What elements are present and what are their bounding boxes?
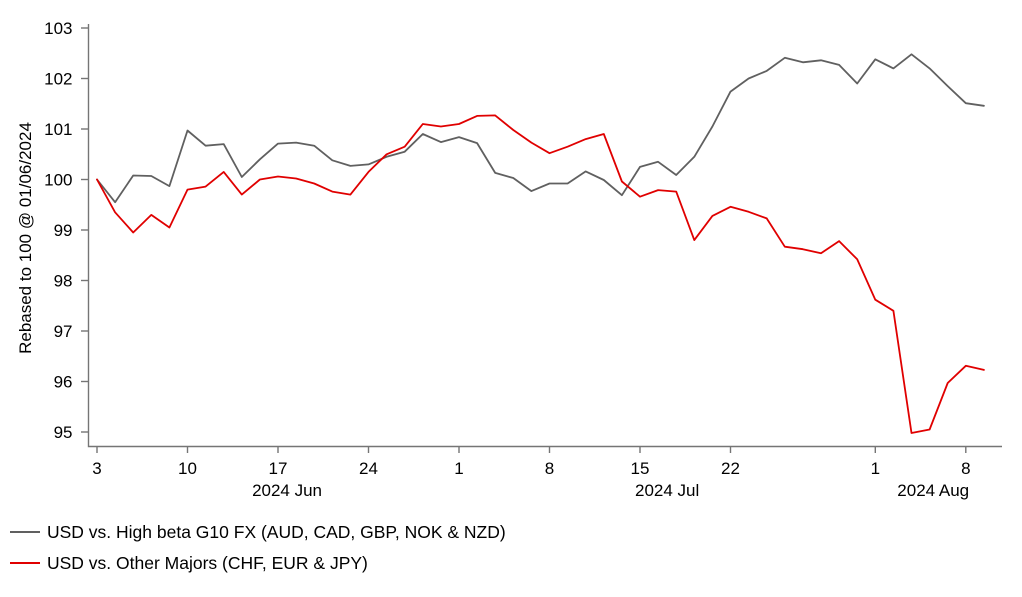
y-axis-tick-label: 101 xyxy=(44,120,72,139)
x-axis-month-label: 2024 Jul xyxy=(635,481,699,500)
x-axis-tick-label: 8 xyxy=(961,459,970,478)
axis-lines xyxy=(87,24,1002,448)
legend-item-high-beta-g10: USD vs. High beta G10 FX (AUD, CAD, GBP,… xyxy=(10,520,506,544)
y-axis-title: Rebased to 100 @ 01/06/2024 xyxy=(16,122,35,354)
x-axis-tick-label: 17 xyxy=(269,459,288,478)
legend-item-other-majors: USD vs. Other Majors (CHF, EUR & JPY) xyxy=(10,551,506,575)
x-axis-month-label: 2024 Jun xyxy=(252,481,322,500)
x-axis-tick-label: 8 xyxy=(545,459,554,478)
legend-label-other-majors: USD vs. Other Majors (CHF, EUR & JPY) xyxy=(47,552,368,573)
y-axis-tick-label: 96 xyxy=(54,373,73,392)
x-axis-month-label: 2024 Aug xyxy=(897,481,969,500)
x-axis-tick-label: 3 xyxy=(92,459,101,478)
y-axis-tick-label: 95 xyxy=(54,423,73,442)
x-axis-tick-label: 22 xyxy=(721,459,740,478)
legend-swatch-high-beta-g10 xyxy=(10,531,40,533)
y-axis-tick-label: 100 xyxy=(44,171,72,190)
legend: USD vs. High beta G10 FX (AUD, CAD, GBP,… xyxy=(10,520,506,575)
x-axis-tick-label: 10 xyxy=(178,459,197,478)
x-axis-tick-label: 1 xyxy=(871,459,880,478)
legend-swatch-other-majors xyxy=(10,562,40,564)
legend-label-high-beta-g10: USD vs. High beta G10 FX (AUD, CAD, GBP,… xyxy=(47,521,506,542)
y-axis-tick-label: 103 xyxy=(44,19,72,38)
x-axis-tick-label: 15 xyxy=(631,459,650,478)
x-axis-tick-label: 1 xyxy=(454,459,463,478)
x-axis-tick-label: 24 xyxy=(359,459,378,478)
y-axis-tick-label: 102 xyxy=(44,70,72,89)
y-axis-tick-label: 99 xyxy=(54,221,73,240)
series-line-high-beta-g10 xyxy=(96,53,985,204)
y-axis-tick-label: 97 xyxy=(54,322,73,341)
y-axis-tick-label: 98 xyxy=(54,272,73,291)
series-line-other-majors xyxy=(96,114,985,434)
